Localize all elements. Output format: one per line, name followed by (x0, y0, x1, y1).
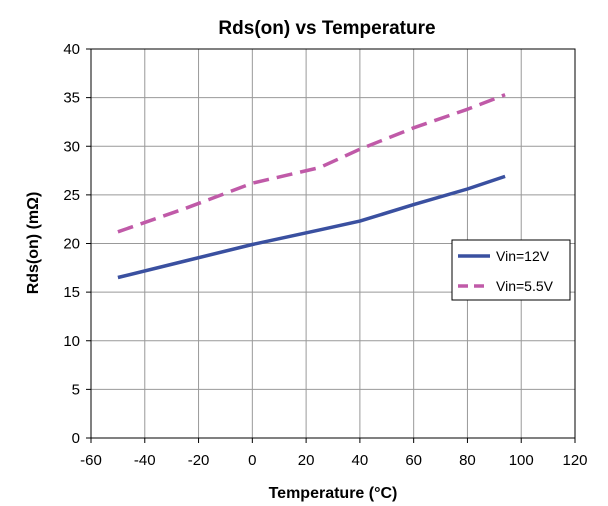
x-axis-title: Temperature (°C) (269, 485, 398, 502)
x-tick-label: 80 (459, 452, 476, 469)
legend-label-2: Vin=5.5V (496, 278, 554, 294)
legend: Vin=12V Vin=5.5V (451, 239, 571, 301)
x-tick-label: 100 (509, 452, 534, 469)
x-tick-label: -40 (134, 452, 156, 469)
y-axis-title: Rds(on) (mΩ) (25, 192, 42, 295)
y-tick-label: 30 (63, 138, 80, 155)
series-line-1 (117, 174, 506, 280)
y-tick-label: 25 (63, 187, 80, 204)
series-group (117, 93, 506, 280)
y-tick-label: 20 (63, 236, 80, 253)
x-tick-label: 20 (298, 452, 315, 469)
x-tick-label: -20 (188, 452, 210, 469)
legend-box (451, 239, 571, 301)
axis-ticks: -60 -40 -20 0 20 40 60 80 100 120 0 5 10 15 20 25 30 35 40 (63, 41, 587, 469)
x-tick-label: -60 (80, 452, 102, 469)
y-tick-label: 40 (63, 41, 80, 58)
x-tick-label: 0 (248, 452, 256, 469)
grid (91, 49, 575, 438)
x-tick-label: 60 (405, 452, 422, 469)
y-tick-label: 5 (72, 381, 80, 398)
x-tick-label: 40 (352, 452, 369, 469)
legend-label-1: Vin=12V (496, 248, 550, 264)
y-tick-label: 15 (63, 284, 80, 301)
y-tick-label: 35 (63, 90, 80, 107)
series-line-2 (117, 93, 506, 234)
y-tick-label: 10 (63, 333, 80, 350)
x-tick-label: 120 (562, 452, 587, 469)
y-tick-label: 0 (72, 430, 80, 447)
chart-title: Rds(on) vs Temperature (218, 18, 435, 39)
